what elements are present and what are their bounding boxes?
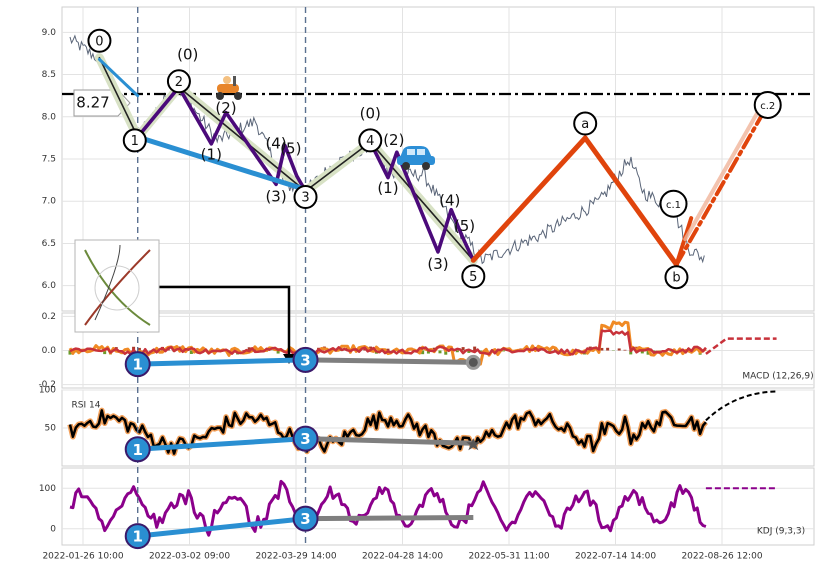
macd-label: MACD (12,26,9) [742, 372, 813, 382]
wave-label: (1) [377, 179, 398, 197]
wave-label: (1) [201, 145, 222, 163]
y-tick-label: 0.2 [42, 312, 56, 322]
wave-label: 1 [131, 134, 139, 149]
divergence-marker-label: 1 [132, 441, 142, 459]
divergence-marker-label: 1 [132, 528, 142, 546]
y-tick-label: 7.5 [42, 155, 56, 165]
y-tick-label: 0.0 [42, 346, 57, 356]
macd-gray-trend [306, 360, 474, 363]
inset-thumbnail [75, 240, 159, 332]
macd-gray-end-dot [467, 356, 479, 368]
wave-label: 3 [301, 191, 309, 206]
x-tick-label: 2022-03-29 14:00 [255, 552, 336, 562]
kdj-gray-trend [306, 517, 474, 518]
y-tick-label: 7.0 [42, 197, 57, 207]
scooter-wheel [216, 92, 224, 100]
wave-label: (5) [280, 139, 301, 157]
wave-label: (0) [360, 105, 381, 123]
x-tick-label: 2022-08-26 12:00 [681, 552, 762, 562]
y-tick-label: 6.5 [42, 239, 56, 249]
divergence-marker-label: 3 [300, 351, 310, 369]
car-window [407, 149, 415, 155]
wave-label: (3) [265, 188, 286, 206]
wave-label: c.2 [760, 101, 775, 112]
macd-histogram-bar [623, 350, 626, 351]
macd-histogram-bar [606, 348, 609, 351]
wave-label: (2) [215, 99, 236, 117]
wave-label: 4 [366, 134, 374, 149]
divergence-marker-label: 3 [300, 510, 310, 528]
level-label: 8.27 [76, 94, 109, 112]
wave-label: (4) [439, 192, 460, 210]
wave-label: (5) [454, 217, 475, 235]
y-tick-label: 8.0 [42, 112, 57, 122]
wave-label: (3) [427, 255, 448, 273]
scooter-wheel [234, 92, 242, 100]
x-tick-label: 2022-05-31 11:00 [468, 552, 549, 562]
car-wheel [422, 162, 430, 170]
y-tick-label: 9.0 [42, 28, 57, 38]
wave-label: (0) [177, 46, 198, 64]
divergence-marker-label: 1 [132, 356, 142, 374]
macd-histogram-bar [456, 351, 459, 353]
wave-label: a [581, 117, 589, 132]
y-tick-label: 100 [39, 484, 56, 494]
y-tick-label: 100 [39, 386, 56, 396]
macd-histogram-bar [438, 351, 441, 354]
scooter-rider [223, 76, 231, 84]
wave-label: 0 [95, 34, 103, 49]
scooter-handle [233, 76, 236, 86]
y-tick-label: 50 [45, 424, 57, 434]
y-tick-label: 8.5 [42, 70, 56, 80]
divergence-marker-label: 3 [300, 430, 310, 448]
car-base [397, 156, 435, 165]
car-window [417, 149, 425, 155]
x-tick-label: 2022-01-26 10:00 [42, 552, 123, 562]
wave-label: 2 [175, 75, 183, 90]
x-tick-label: 2022-03-02 09:00 [149, 552, 230, 562]
rsi-label: RSI 14 [72, 401, 101, 411]
wave-label: (2) [383, 131, 404, 149]
x-tick-label: 2022-07-14 14:00 [575, 552, 656, 562]
y-tick-label: 0 [50, 524, 56, 534]
kdj-label: KDJ (9,3,3) [757, 527, 805, 537]
wave-label: b [672, 271, 680, 286]
wave-label: 5 [469, 270, 477, 285]
macd-histogram-bar [618, 348, 621, 350]
wave-label: c.1 [666, 200, 681, 211]
y-tick-label: 6.0 [42, 281, 57, 291]
car-wheel [402, 162, 410, 170]
x-tick-label: 2022-04-28 14:00 [362, 552, 443, 562]
